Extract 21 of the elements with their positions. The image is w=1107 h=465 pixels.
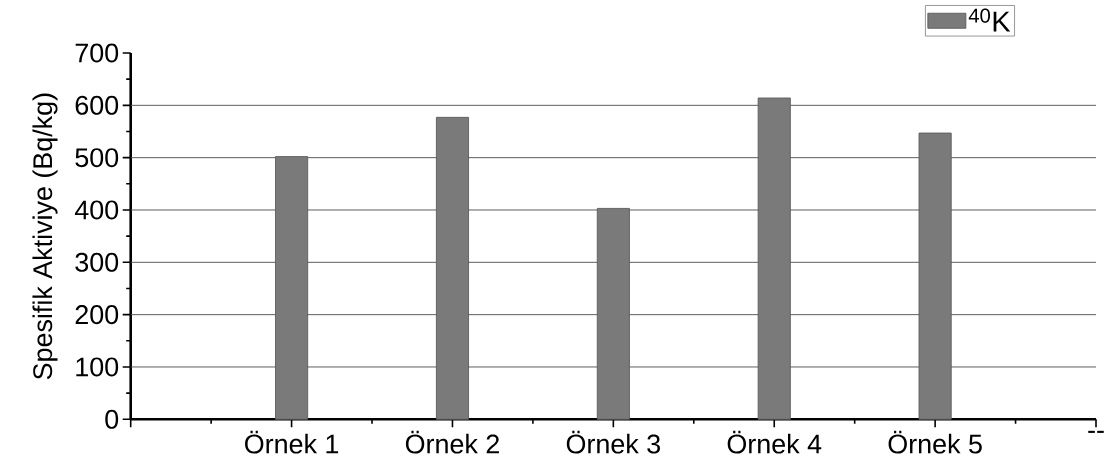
bar — [275, 156, 309, 420]
y-tick-label: 0 — [105, 409, 119, 429]
bar — [435, 116, 469, 420]
x-tick-label: Örnek 4 — [727, 430, 822, 454]
y-tick-label: 400 — [74, 200, 119, 220]
x-tick-label: Örnek 3 — [566, 430, 660, 454]
y-tick-label: 600 — [75, 95, 119, 115]
x-tick-label: Örnek 1 — [245, 430, 339, 454]
x-tick-label: -- — [1088, 430, 1104, 433]
y-tick-label: 100 — [76, 357, 119, 377]
y-tick-label: 300 — [75, 252, 119, 272]
x-tick-label: Örnek 2 — [405, 430, 499, 454]
bar — [757, 97, 791, 420]
y-tick-label: 500 — [75, 148, 119, 168]
bar — [596, 207, 630, 420]
y-tick-label: 200 — [75, 305, 119, 325]
legend-label: $^{40}$K — [968, 8, 1011, 32]
y-axis-title: Spesifik Aktiviye (Bq/kg) — [32, 93, 58, 380]
bar — [918, 132, 952, 420]
y-tick-label: 700 — [75, 43, 119, 63]
x-tick-label: Örnek 5 — [888, 430, 982, 454]
